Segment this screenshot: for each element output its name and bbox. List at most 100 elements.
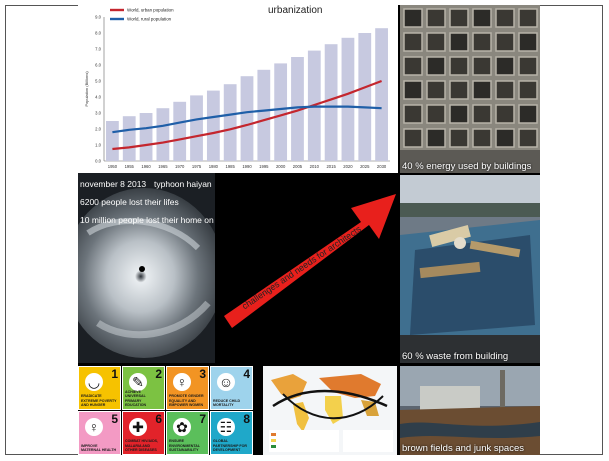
chart-bar xyxy=(291,57,304,161)
legend-label: World, rural population xyxy=(127,17,172,22)
facade-window xyxy=(518,104,538,124)
mdg-goal-tile: ☺ 4 Reduce child mortality xyxy=(210,366,253,410)
chart-bar xyxy=(206,90,220,161)
y-tick-label: 0.0 xyxy=(95,159,101,164)
mdg-goal-text: Improve maternal health xyxy=(81,443,117,452)
x-tick-label: 2020 xyxy=(343,164,353,169)
teddy-icon: ☺ xyxy=(217,373,235,391)
facade-window xyxy=(449,128,469,148)
x-tick-label: 1995 xyxy=(259,164,269,169)
facade-window xyxy=(495,128,515,148)
chart-bar xyxy=(375,28,388,162)
chart-bar xyxy=(341,37,355,161)
x-tick-label: 1990 xyxy=(242,164,252,169)
brownfields-image xyxy=(400,366,540,455)
gender-icon: ♀ xyxy=(173,373,191,391)
facade-window xyxy=(403,32,423,52)
facade-window xyxy=(472,104,492,124)
facade-window xyxy=(495,80,515,100)
world-map-svg xyxy=(263,366,397,455)
x-tick-label: 1985 xyxy=(226,164,236,169)
caption-brownfields: brown fields and junk spaces xyxy=(402,443,524,454)
typhoon-date: november 8 2013 xyxy=(80,179,147,189)
facade-window xyxy=(426,104,446,124)
mdg-goal-text: Eradicate extreme poverty and hunger xyxy=(81,394,117,407)
y-tick-label: 3.0 xyxy=(95,111,101,116)
chart-bar xyxy=(106,121,119,161)
bowl-icon: ◡ xyxy=(85,373,103,391)
facade-window xyxy=(449,104,469,124)
facade-window xyxy=(518,56,538,76)
mdg-goal-tile: ◡ 1 Eradicate extreme poverty and hunger xyxy=(78,366,121,410)
facade-window xyxy=(472,128,492,148)
mdg-goal-tile: ✚ 6 Combat HIV/AIDS, malaria and other dis… xyxy=(122,411,165,455)
y-tick-label: 2.0 xyxy=(95,127,101,132)
facade-window xyxy=(495,32,515,52)
chart-bar xyxy=(358,33,372,161)
x-tick-label: 1975 xyxy=(192,164,202,169)
mdg-goal-tile: ♀ 5 Improve maternal health xyxy=(78,411,121,455)
facade-window xyxy=(472,80,492,100)
chart-svg: 0.0 1.0 2.0 3.0 4.0 5.0 6.0 7.0 8.0 9.0 1950 1955 19… xyxy=(84,8,390,169)
facade-window xyxy=(449,80,469,100)
mdg-goal-number: 4 xyxy=(243,367,250,381)
facade-window xyxy=(518,128,538,148)
facade-window xyxy=(518,32,538,52)
x-tick-label: 1965 xyxy=(158,164,168,169)
facade-window xyxy=(449,56,469,76)
chart-bar xyxy=(274,63,288,161)
y-tick-label: 1.0 xyxy=(95,143,101,148)
mdg-goal-text: Achieve universal primary education xyxy=(125,390,147,407)
mdg-goal-text: Ensure environmental sustainability xyxy=(169,439,201,452)
facade-window xyxy=(403,56,423,76)
facade-window xyxy=(518,8,538,28)
y-axis-label: Population (Billions) xyxy=(84,71,89,107)
x-tick-label: 1960 xyxy=(141,164,151,169)
typhoon-homeless: 10 million people lost their home on one… xyxy=(80,215,215,225)
x-tick-label: 2000 xyxy=(276,164,286,169)
mdg-goal-text: Global partnership for development xyxy=(213,439,248,452)
typhoon-name: typhoon haiyan xyxy=(154,179,212,189)
chart-bar xyxy=(324,44,338,162)
y-tick-label: 6.0 xyxy=(95,63,101,68)
facade-window xyxy=(403,128,423,148)
x-tick-label: 1970 xyxy=(175,164,185,169)
building-facade-image xyxy=(400,5,540,173)
arrow-shape xyxy=(224,194,396,328)
facade-window xyxy=(426,32,446,52)
typhoon-image xyxy=(78,173,215,363)
chart-title: urbanization xyxy=(268,5,323,16)
facade-window xyxy=(472,32,492,52)
x-tick-label: 1955 xyxy=(125,164,135,169)
series-line xyxy=(112,105,382,134)
chart-bar xyxy=(122,116,136,161)
x-tick-label: 1980 xyxy=(209,164,219,169)
x-tick-label: 2030 xyxy=(377,164,387,169)
facade-window xyxy=(472,8,492,28)
chart-bar xyxy=(173,101,187,161)
facade-window xyxy=(403,8,423,28)
y-tick-label: 4.0 xyxy=(95,95,101,100)
mdg-goal-text: Reduce child mortality xyxy=(213,398,241,407)
x-tick-label: 2010 xyxy=(310,164,320,169)
plant-icon: ✿ xyxy=(173,418,191,436)
x-tick-label: 2015 xyxy=(326,164,336,169)
challenges-arrow: challenges and needs for architects xyxy=(218,194,398,328)
mdg-goal-number: 3 xyxy=(199,367,206,381)
chart-bar xyxy=(223,84,237,161)
y-tick-label: 8.0 xyxy=(95,31,101,36)
mdg-goal-tile: ✎ 2 Achieve universal primary education xyxy=(122,366,165,410)
chart-bar xyxy=(240,76,254,161)
chart-bar xyxy=(257,69,271,161)
mdg-goal-number: 2 xyxy=(155,367,162,381)
facade-window xyxy=(449,8,469,28)
y-tick-label: 9.0 xyxy=(95,15,101,20)
y-tick-label: 7.0 xyxy=(95,47,101,52)
facade-window xyxy=(472,56,492,76)
facade-window xyxy=(426,128,446,148)
mdg-goal-tile: ✿ 7 Ensure environmental sustainability xyxy=(166,411,209,455)
chart-bar xyxy=(156,108,170,161)
facade-window xyxy=(403,104,423,124)
medkit-icon: ✚ xyxy=(129,418,147,436)
world-map-image xyxy=(263,366,397,455)
